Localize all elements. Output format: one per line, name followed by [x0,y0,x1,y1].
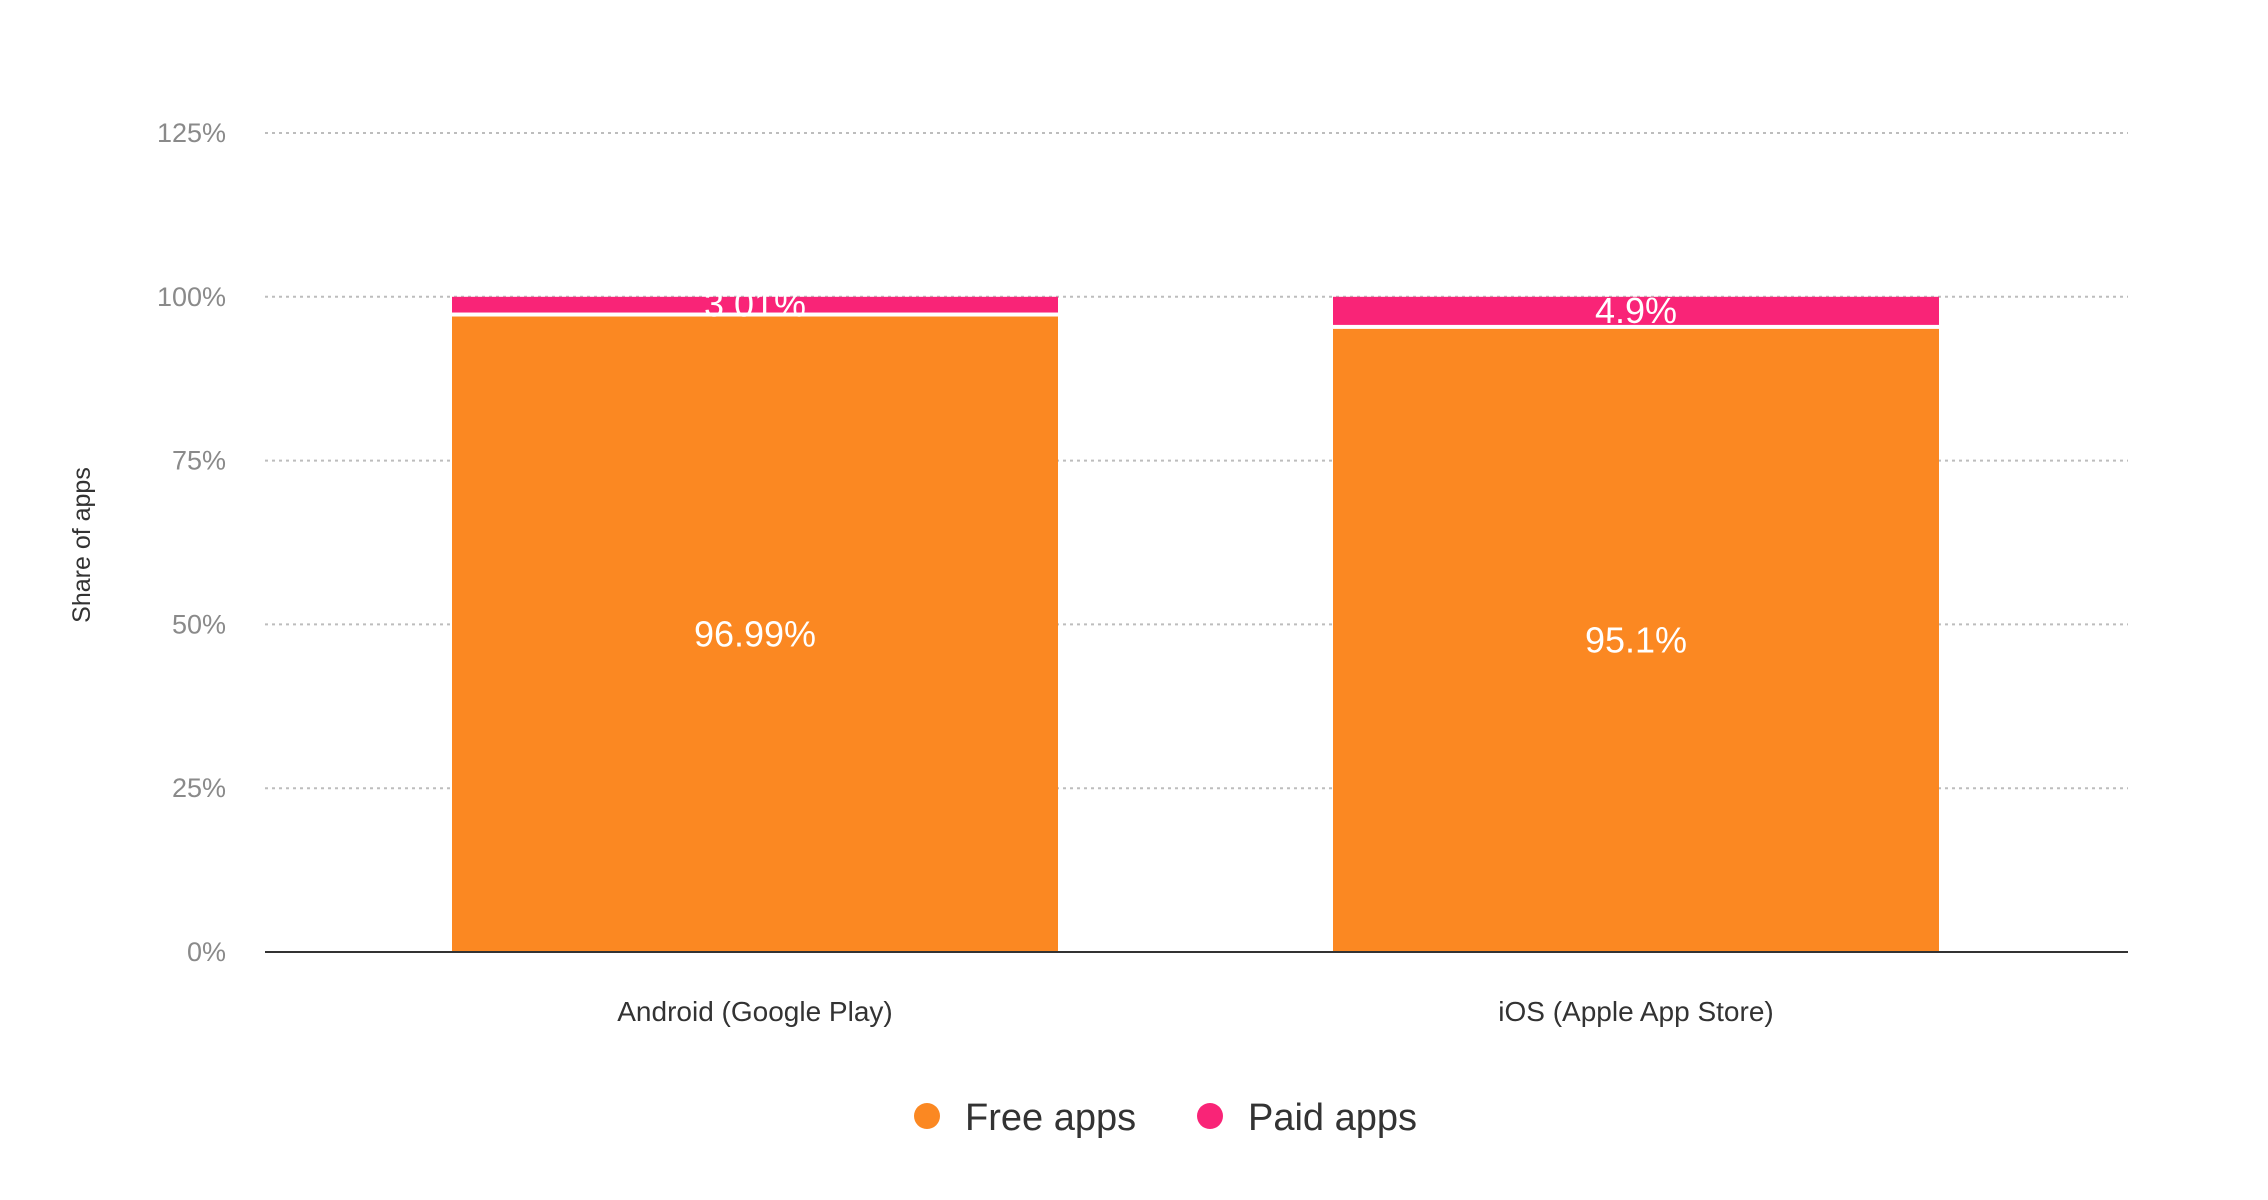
y-axis-ticks: 0% 25% 50% 75% 100% 125% [157,118,226,967]
data-label: 3.01% [704,284,806,325]
y-tick-label: 25% [172,773,226,803]
y-tick-label: 50% [172,609,226,639]
bar-free-apps [1333,328,1939,952]
legend: Free apps Paid apps [914,1097,1417,1139]
y-tick-label: 100% [157,282,226,312]
x-category-label: iOS (Apple App Store) [1498,996,1773,1027]
y-tick-label: 125% [157,118,226,148]
y-tick-label: 0% [187,937,226,967]
y-axis-title: Share of apps [68,467,96,623]
y-tick-label: 75% [172,446,226,476]
data-label: 4.9% [1595,290,1677,331]
bars [452,296,1939,953]
data-label: 96.99% [694,613,816,654]
x-axis-categories: Android (Google Play) iOS (Apple App Stor… [617,996,1773,1027]
data-label: 95.1% [1585,619,1687,660]
legend-marker [1197,1103,1223,1129]
bar-paid-apps [1333,296,1939,325]
legend-label: Paid apps [1248,1097,1417,1139]
legend-label: Free apps [965,1097,1136,1139]
legend-marker [914,1103,940,1129]
bar-free-apps [452,316,1058,953]
data-labels: 96.99% 3.01% 95.1% 4.9% [694,284,1687,661]
x-category-label: Android (Google Play) [617,996,892,1027]
bar-paid-apps [452,296,1058,313]
